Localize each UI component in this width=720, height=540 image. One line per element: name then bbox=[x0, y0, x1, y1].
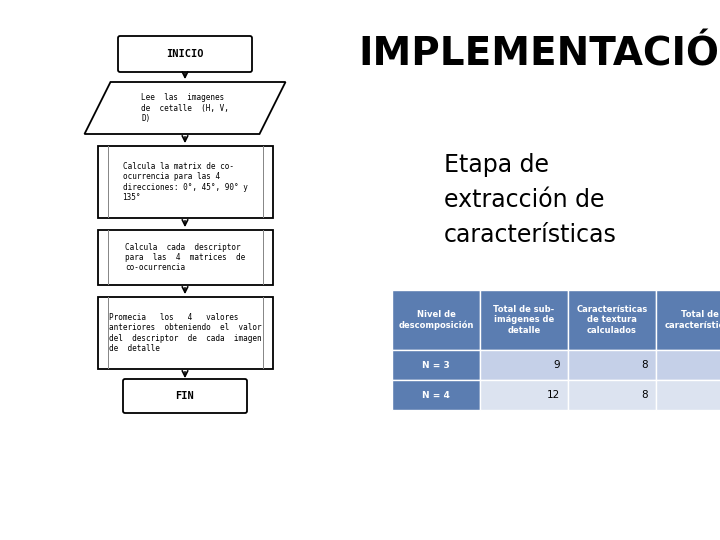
Text: Etapa de
extracción de
características: Etapa de extracción de características bbox=[444, 153, 616, 247]
Bar bbox=[97, 230, 272, 285]
Bar bbox=[107, 230, 109, 285]
Bar bbox=[97, 297, 272, 369]
Bar bbox=[568, 350, 656, 380]
Text: Características
de textura
calculados: Características de textura calculados bbox=[577, 305, 647, 335]
Bar bbox=[392, 290, 480, 350]
Bar bbox=[656, 380, 720, 410]
Bar bbox=[480, 290, 568, 350]
Bar bbox=[568, 380, 656, 410]
Bar bbox=[568, 290, 656, 350]
Bar bbox=[263, 230, 264, 285]
Text: Promecia   los   4   valores
anteriores  obteniendo  el  valor
del  descriptor  : Promecia los 4 valores anteriores obteni… bbox=[109, 313, 261, 353]
Text: INICIO: INICIO bbox=[166, 49, 204, 59]
Text: 8: 8 bbox=[642, 390, 648, 400]
Text: 12: 12 bbox=[546, 390, 560, 400]
Bar bbox=[656, 350, 720, 380]
Text: Nivel de
descomposición: Nivel de descomposición bbox=[398, 310, 474, 330]
FancyBboxPatch shape bbox=[118, 36, 252, 72]
Bar bbox=[480, 350, 568, 380]
Text: 8: 8 bbox=[642, 360, 648, 370]
Text: Total de
características: Total de características bbox=[665, 310, 720, 330]
Bar bbox=[392, 350, 480, 380]
Bar bbox=[480, 380, 568, 410]
Polygon shape bbox=[84, 82, 286, 134]
Text: FIN: FIN bbox=[176, 391, 194, 401]
Bar bbox=[392, 380, 480, 410]
Text: IMPLEMENTACIÓN: IMPLEMENTACIÓN bbox=[358, 36, 720, 74]
Text: 9: 9 bbox=[554, 360, 560, 370]
Bar bbox=[263, 146, 264, 218]
Bar bbox=[97, 146, 272, 218]
Bar bbox=[656, 290, 720, 350]
Bar bbox=[107, 297, 109, 369]
FancyBboxPatch shape bbox=[123, 379, 247, 413]
Text: Calcula la matrix de co-
ocurrencia para las 4
direcciones: 0°, 45°, 90° y
135°: Calcula la matrix de co- ocurrencia para… bbox=[122, 162, 248, 202]
Text: Total de sub-
imágenes de
detalle: Total de sub- imágenes de detalle bbox=[493, 305, 554, 335]
Text: Calcula  cada  descriptor
para  las  4  matrices  de
co-ocurrencia: Calcula cada descriptor para las 4 matri… bbox=[125, 242, 245, 272]
Text: N = 4: N = 4 bbox=[422, 390, 450, 400]
Bar bbox=[263, 297, 264, 369]
Text: N = 3: N = 3 bbox=[422, 361, 450, 369]
Text: Lee  las  imagenes
de  cetalle  (H, V,
D): Lee las imagenes de cetalle (H, V, D) bbox=[141, 93, 229, 123]
Bar bbox=[107, 146, 109, 218]
